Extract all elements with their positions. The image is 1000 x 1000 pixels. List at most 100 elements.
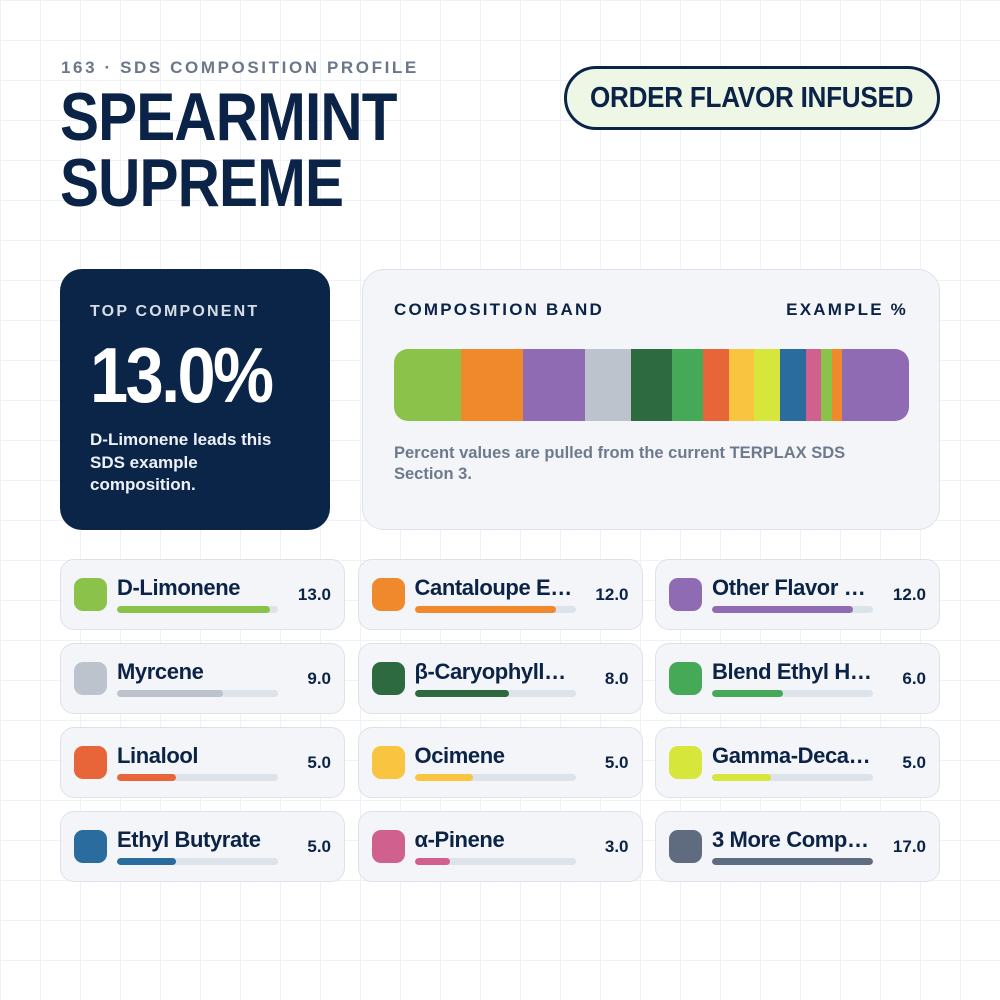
component-value: 5.0 bbox=[902, 753, 926, 772]
component-color-swatch bbox=[74, 830, 107, 863]
component-value: 12.0 bbox=[595, 585, 629, 604]
component-name: Cantaloupe Essence bbox=[414, 575, 575, 600]
top-component-description: D-Limonene leads this SDS example compos… bbox=[90, 430, 272, 494]
component-color-swatch bbox=[74, 578, 107, 611]
title-line-2: SUPREME bbox=[60, 145, 344, 221]
band-segment bbox=[630, 349, 673, 421]
component-bar-fill bbox=[414, 690, 509, 697]
band-segment bbox=[728, 349, 755, 421]
component-bar-track bbox=[414, 606, 576, 613]
component-card[interactable]: Linalool 5.0 bbox=[60, 727, 345, 798]
band-segment bbox=[672, 349, 703, 421]
component-color-swatch bbox=[371, 830, 405, 863]
component-value: 5.0 bbox=[604, 753, 629, 772]
component-name: Myrcene bbox=[117, 659, 204, 684]
component-card[interactable]: Ocimene 5.0 bbox=[357, 727, 643, 798]
component-card[interactable]: Ethyl Butyrate 5.0 bbox=[60, 811, 345, 882]
component-name: D-Limonene bbox=[117, 575, 241, 600]
component-value: 5.0 bbox=[307, 837, 331, 856]
band-segment bbox=[522, 349, 585, 421]
component-bar-track bbox=[117, 774, 278, 781]
component-bar-track bbox=[414, 858, 576, 865]
component-bar-fill bbox=[712, 606, 854, 613]
component-color-swatch bbox=[669, 830, 702, 863]
component-color-swatch bbox=[669, 746, 702, 779]
component-name: Ethyl Butyrate bbox=[117, 827, 261, 852]
component-card[interactable]: Gamma-Decalactone 5.0 bbox=[655, 727, 940, 798]
component-value: 9.0 bbox=[307, 669, 331, 688]
component-value: 8.0 bbox=[604, 669, 629, 688]
component-name: Other Flavor Components bbox=[712, 575, 872, 600]
component-color-swatch bbox=[669, 578, 702, 611]
band-segment bbox=[584, 349, 631, 421]
component-card[interactable]: D-Limonene 13.0 bbox=[60, 559, 345, 630]
component-bar-fill bbox=[117, 690, 223, 697]
component-name: 3 More Components bbox=[712, 827, 872, 852]
component-value: 3.0 bbox=[604, 837, 629, 856]
component-card[interactable]: Cantaloupe Essence 12.0 bbox=[357, 559, 643, 630]
component-bar-track bbox=[712, 690, 873, 697]
band-segment bbox=[780, 349, 806, 421]
band-segment bbox=[821, 349, 832, 421]
component-name: Blend Ethyl Hexanoate bbox=[712, 659, 872, 684]
component-color-swatch bbox=[371, 746, 405, 779]
component-card[interactable]: 3 More Components 17.0 bbox=[655, 811, 940, 882]
band-segment bbox=[805, 349, 822, 421]
profile-eyebrow: 163 · SDS COMPOSITION PROFILE bbox=[61, 58, 419, 77]
component-card[interactable]: Myrcene 9.0 bbox=[60, 643, 345, 714]
title-line-1: SPEARMINT bbox=[60, 79, 398, 155]
component-value: 6.0 bbox=[902, 669, 926, 688]
component-bar-track bbox=[712, 774, 873, 781]
example-percent-label: EXAMPLE % bbox=[786, 300, 908, 319]
component-name: Gamma-Decalactone bbox=[712, 743, 872, 768]
component-name: β-Caryophyllene bbox=[414, 659, 575, 684]
composition-band-note: Percent values are pulled from the curre… bbox=[394, 444, 846, 483]
component-bar-track bbox=[414, 774, 576, 781]
band-segment bbox=[702, 349, 729, 421]
component-card[interactable]: Other Flavor Components 12.0 bbox=[655, 559, 940, 630]
component-grid: D-Limonene 13.0 Cantaloupe Essence 12.0 Othe… bbox=[60, 559, 940, 882]
composition-band-bar bbox=[394, 349, 909, 421]
component-bar-fill bbox=[712, 858, 873, 865]
component-name: Ocimene bbox=[414, 743, 506, 768]
component-bar-track bbox=[117, 606, 278, 613]
top-component-value: 13.0% bbox=[90, 331, 274, 419]
band-segment bbox=[831, 349, 842, 421]
component-bar-track bbox=[414, 690, 576, 697]
component-bar-fill bbox=[414, 774, 474, 781]
component-color-swatch bbox=[74, 662, 107, 695]
band-segment bbox=[394, 349, 461, 421]
component-value: 13.0 bbox=[297, 585, 331, 604]
page-title: SPEARMINT SUPREME bbox=[60, 79, 398, 221]
component-card[interactable]: Blend Ethyl Hexanoate 6.0 bbox=[655, 643, 940, 714]
component-color-swatch bbox=[669, 662, 702, 695]
composition-band-title: COMPOSITION BAND bbox=[394, 300, 604, 319]
component-bar-fill bbox=[712, 690, 783, 697]
composition-band-card: COMPOSITION BAND EXAMPLE % Percent value… bbox=[362, 269, 940, 530]
component-color-swatch bbox=[371, 578, 405, 611]
component-bar-fill bbox=[414, 858, 450, 865]
component-card[interactable]: α-Pinene 3.0 bbox=[357, 811, 643, 882]
component-bar-fill bbox=[117, 606, 270, 613]
component-color-swatch bbox=[74, 746, 107, 779]
band-segment bbox=[460, 349, 523, 421]
component-bar-fill bbox=[117, 774, 176, 781]
component-color-swatch bbox=[371, 662, 405, 695]
order-button-label: ORDER FLAVOR INFUSED bbox=[590, 81, 914, 114]
component-bar-track bbox=[117, 858, 278, 865]
component-name: α-Pinene bbox=[414, 827, 505, 852]
order-flavor-infused-button[interactable]: ORDER FLAVOR INFUSED bbox=[564, 66, 940, 130]
component-bar-track bbox=[712, 606, 873, 613]
component-value: 5.0 bbox=[307, 753, 331, 772]
component-bar-fill bbox=[117, 858, 176, 865]
component-bar-track bbox=[712, 858, 873, 865]
component-name: Linalool bbox=[117, 743, 199, 768]
component-bar-fill bbox=[414, 606, 556, 613]
component-value: 17.0 bbox=[892, 837, 926, 856]
component-bar-track bbox=[117, 690, 278, 697]
top-component-label: TOP COMPONENT bbox=[90, 303, 260, 320]
band-segment bbox=[841, 349, 909, 421]
component-card[interactable]: β-Caryophyllene 8.0 bbox=[357, 643, 643, 714]
band-segment bbox=[754, 349, 781, 421]
component-bar-fill bbox=[712, 774, 771, 781]
